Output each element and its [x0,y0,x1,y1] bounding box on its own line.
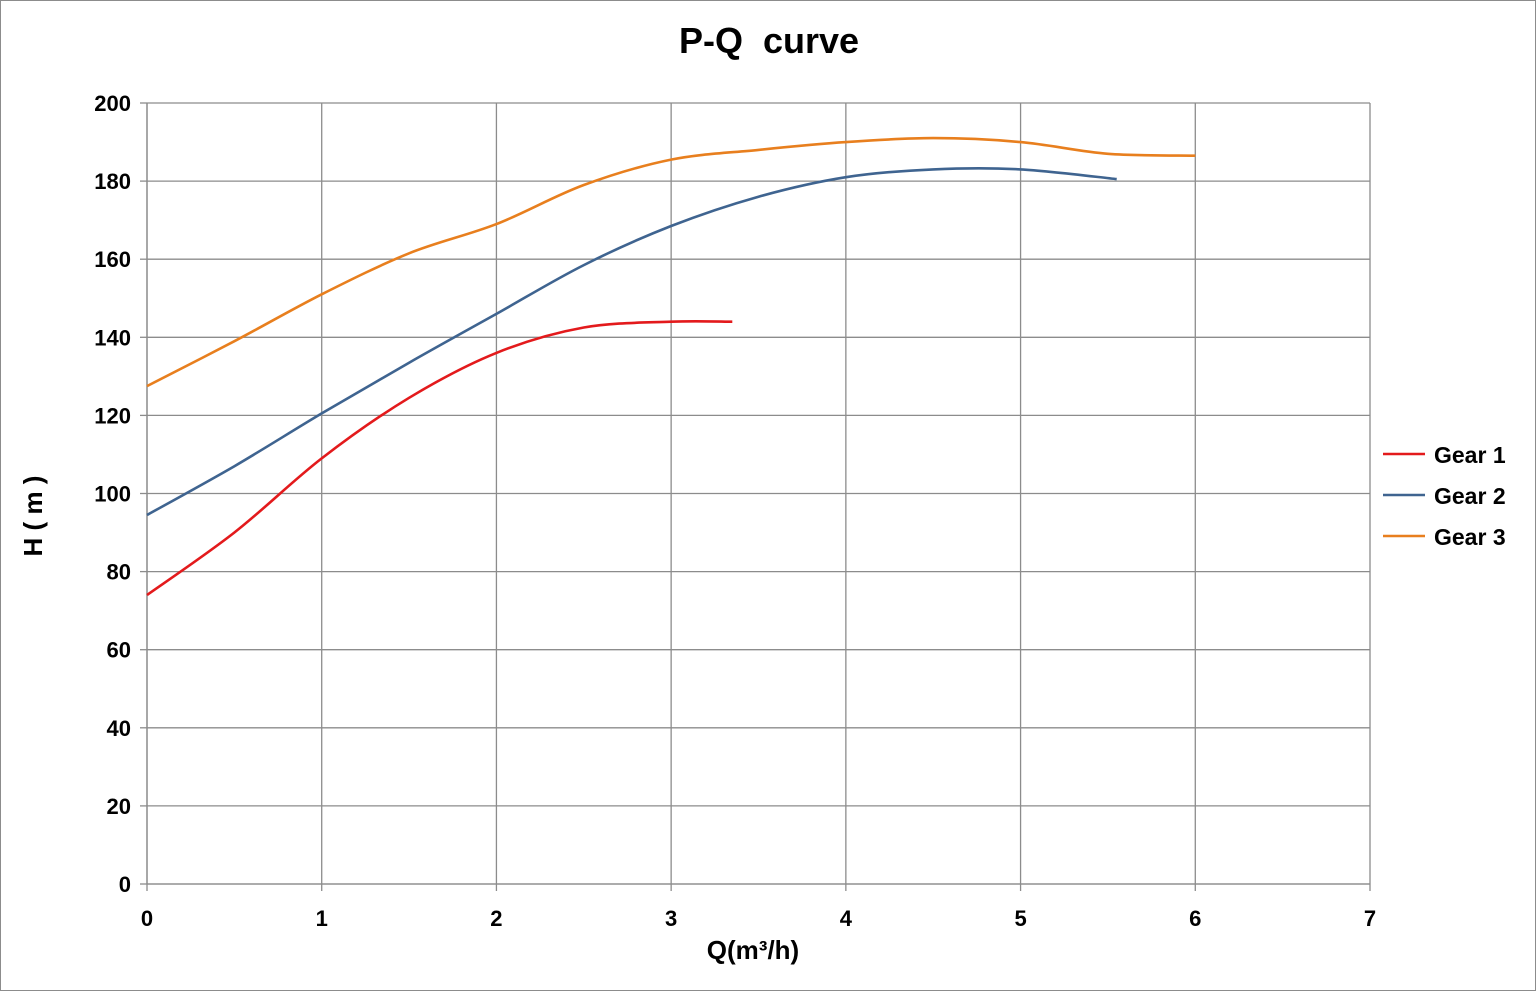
x-axis-label: Q(m³/h) [707,935,799,965]
legend: Gear 1 Gear 2 Gear 3 [1383,442,1506,550]
series-lines [146,136,1196,597]
x-tick-label: 4 [840,906,853,931]
x-tick-label: 6 [1189,906,1201,931]
legend-label-gear-3: Gear 3 [1434,524,1506,550]
x-tick-label: 0 [141,906,153,931]
y-tick-label: 180 [94,169,131,194]
tick-labels: 0 20 40 60 80 100 120 140 160 180 200 0 1 2 3 4 5 6 7 [94,91,1376,931]
y-tick-label: 120 [94,403,131,428]
legend-label-gear-1: Gear 1 [1434,442,1506,468]
x-tick-label: 5 [1014,906,1026,931]
chart-title: P-Q curve [679,20,859,61]
series-line-gear-2 [146,167,1117,517]
y-tick-label: 40 [107,716,131,741]
series-line-gear-1 [146,319,733,597]
x-tick-label: 1 [316,906,328,931]
y-tick-label: 100 [94,482,131,507]
x-tick-label: 2 [490,906,502,931]
y-tick-label: 0 [119,872,131,897]
y-tick-label: 140 [94,325,131,350]
y-tick-label: 60 [107,638,131,663]
y-tick-label: 20 [107,794,131,819]
legend-label-gear-2: Gear 2 [1434,483,1506,509]
y-tick-label: 160 [94,247,131,272]
y-tick-label: 200 [94,91,131,116]
x-tick-label: 3 [665,906,677,931]
y-tick-label: 80 [107,560,131,585]
grid-lines [140,102,1371,891]
x-tick-label: 7 [1364,906,1376,931]
series-line-gear-3 [146,136,1196,388]
y-axis-label: H ( m ) [18,476,48,557]
